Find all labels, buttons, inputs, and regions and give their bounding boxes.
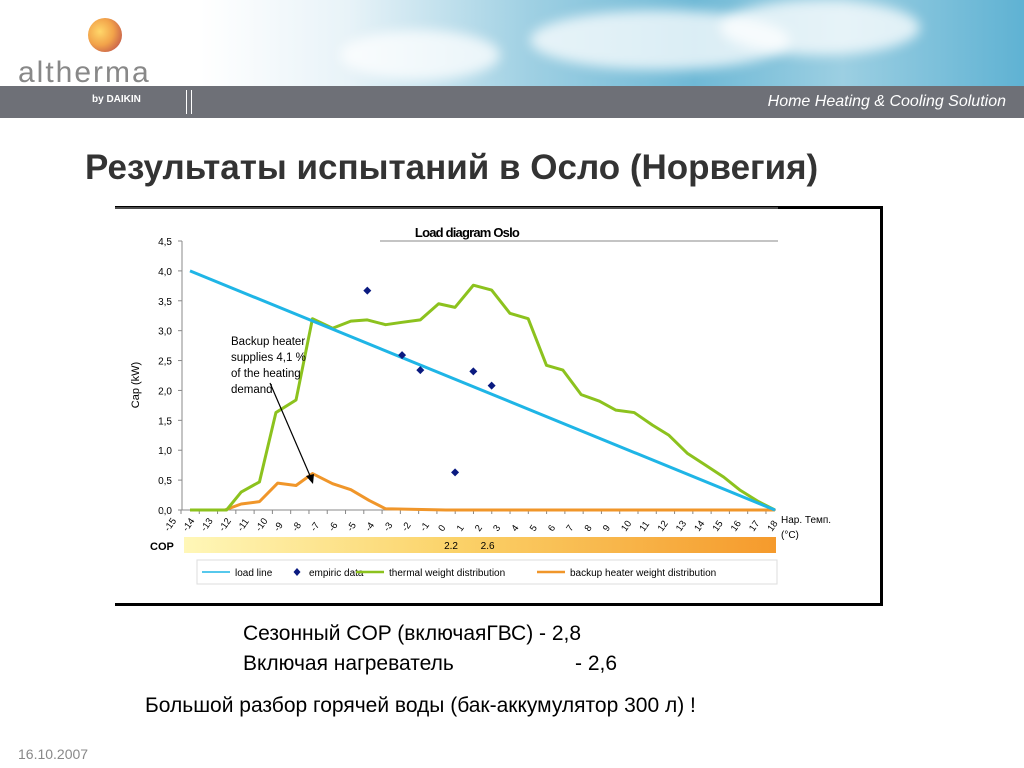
- x-axis-label: Нар. Темп.: [781, 515, 831, 526]
- x-tick-label: -12: [217, 516, 234, 534]
- x-tick-label: -8: [290, 520, 304, 533]
- x-tick-label: 16: [729, 519, 744, 534]
- x-tick-label: 18: [765, 519, 780, 534]
- x-tick-label: 3: [491, 523, 503, 534]
- x-tick-label: 17: [747, 519, 762, 534]
- empiric-data-point: [451, 468, 460, 477]
- x-tick-label: -2: [400, 520, 414, 533]
- chart-title: Load diagram Oslo: [415, 225, 520, 240]
- x-tick-label: 10: [619, 519, 634, 534]
- y-tick-label: 3,5: [158, 297, 172, 308]
- x-tick-label: 11: [637, 519, 652, 533]
- y-tick-label: 4,0: [158, 267, 172, 278]
- x-tick-label: -15: [162, 516, 179, 534]
- series-line-thermal-weight-distribution: [190, 283, 776, 512]
- annotation-text: Backup heater: [231, 336, 305, 348]
- y-tick-label: 3,0: [158, 327, 172, 338]
- legend-label: load line: [235, 568, 273, 579]
- cop-label: COP: [150, 541, 174, 553]
- x-tick-label: 2: [473, 523, 485, 534]
- legend-label: thermal weight distribution: [389, 568, 505, 579]
- seasonal-cop-note: Сезонный COP (включаяГВС) - 2,8: [243, 622, 582, 645]
- x-tick-label: 5: [528, 523, 540, 534]
- cop-bar: [184, 537, 776, 553]
- divider: [186, 90, 192, 114]
- x-tick-label: -4: [363, 520, 377, 533]
- empiric-data-point: [398, 351, 407, 360]
- empiric-data-point: [363, 286, 372, 295]
- legend-label: backup heater weight distribution: [570, 568, 716, 579]
- y-axis-label: Cap (kW): [130, 362, 142, 408]
- y-tick-label: 4,5: [158, 237, 172, 248]
- legend-label: empiric data: [309, 568, 364, 579]
- x-tick-label: -1: [418, 520, 432, 533]
- legend-swatch: [293, 568, 301, 576]
- series-line-load-line: [189, 269, 776, 512]
- cop-value: 2.6: [481, 541, 495, 552]
- x-tick-label: 1: [455, 523, 467, 534]
- x-tick-label: -7: [308, 520, 322, 533]
- x-axis-unit: (°C): [781, 530, 799, 541]
- y-tick-label: 2,0: [158, 386, 172, 397]
- heater-note-label: Включая нагреватель: [243, 652, 454, 675]
- cop-value: 2.2: [444, 541, 458, 552]
- altherma-logo-icon: [88, 18, 122, 52]
- empiric-data-point: [487, 381, 496, 390]
- x-tick-label: -9: [272, 520, 286, 533]
- header-bar: Home Heating & Cooling Solution: [0, 86, 1024, 118]
- header-sky-banner: [200, 0, 1024, 86]
- x-tick-label: 12: [656, 519, 671, 534]
- heater-note-value: - 2,6: [575, 652, 618, 675]
- x-tick-label: -11: [235, 517, 251, 534]
- x-tick-label: 14: [692, 519, 707, 534]
- x-tick-label: 0: [436, 523, 448, 534]
- x-tick-label: 13: [674, 519, 689, 534]
- x-tick-label: 4: [509, 523, 521, 534]
- x-tick-label: -3: [382, 520, 396, 533]
- daikin-logo: by DAIKIN: [92, 94, 141, 105]
- hot-water-note: Большой разбор горячей воды (бак-аккумул…: [145, 694, 696, 717]
- y-tick-label: 0,0: [158, 506, 172, 517]
- y-tick-label: 0,5: [158, 476, 172, 487]
- annotation-arrow: [269, 382, 312, 479]
- page-title: Результаты испытаний в Осло (Норвегия): [85, 148, 819, 187]
- x-tick-label: -10: [254, 516, 271, 534]
- x-tick-label: 6: [546, 523, 558, 534]
- y-tick-label: 2,5: [158, 357, 172, 368]
- x-tick-label: -14: [180, 516, 197, 534]
- empiric-data-point: [469, 367, 478, 376]
- y-tick-label: 1,5: [158, 416, 172, 427]
- empiric-data-point: [416, 366, 425, 375]
- x-tick-label: -5: [345, 520, 359, 533]
- x-tick-label: 7: [564, 523, 576, 534]
- series-line-backup-heater-weight-distribution: [190, 472, 775, 512]
- x-tick-label: 8: [583, 523, 595, 534]
- slogan: Home Heating & Cooling Solution: [767, 93, 1006, 110]
- annotation-text: demand: [231, 384, 273, 396]
- x-tick-label: 15: [711, 519, 726, 534]
- x-tick-label: -13: [199, 516, 216, 534]
- annotation-text: supplies 4,1 %: [231, 352, 306, 364]
- footer-date: 16.10.2007: [18, 746, 89, 762]
- x-tick-label: -6: [327, 520, 341, 533]
- logo-text: altherma: [18, 56, 151, 89]
- annotation-text: of the heating: [231, 368, 301, 380]
- x-tick-label: 9: [601, 523, 613, 534]
- annotation-arrowhead: [306, 474, 314, 484]
- y-tick-label: 1,0: [158, 446, 172, 457]
